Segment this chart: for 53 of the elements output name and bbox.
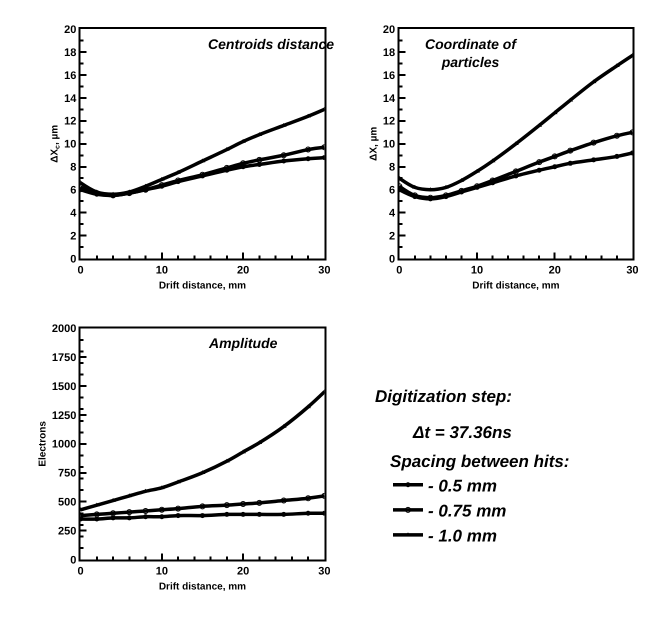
x-tick-label: 20 <box>236 264 250 277</box>
y-tick-label: 4 <box>70 207 78 220</box>
y-tick-label: 14 <box>64 92 78 105</box>
x-tick-label: 30 <box>318 264 330 277</box>
y-tick-label: 1500 <box>52 380 76 393</box>
text: Digitization step: <box>375 387 512 406</box>
y-tick-label: 2 <box>70 230 76 242</box>
x-tick-label: 30 <box>626 264 639 277</box>
y-axis-title: Electrons <box>37 420 48 467</box>
text: Coordinate of particles <box>425 36 518 70</box>
y-tick-label: 6 <box>389 184 396 197</box>
y-tick-label: 4 <box>389 207 396 220</box>
legend-label: - 1.0 mm <box>428 526 497 546</box>
x-axis-title: Drift distance, mm <box>158 280 246 292</box>
y-tick-label: 2 <box>389 230 396 242</box>
y-tick-label: 0 <box>70 253 76 266</box>
y-tick-label: 20 <box>64 24 76 36</box>
y-tick-label: 12 <box>382 116 396 128</box>
x-tick-label: 20 <box>236 566 250 578</box>
y-tick-label: 500 <box>58 496 76 509</box>
x-tick-label: 10 <box>156 264 168 277</box>
y-tick-label: 0 <box>70 554 76 566</box>
x-tick-label: 10 <box>156 566 168 578</box>
x-tick-label: 20 <box>548 264 561 277</box>
y-tick-label: 6 <box>70 184 76 197</box>
x-axis-title: Drift distance, mm <box>158 582 246 593</box>
text: Δt = 37.36ns <box>412 423 512 442</box>
y-tick-label: 1250 <box>52 410 76 422</box>
x-tick-label: 10 <box>470 264 484 277</box>
x-axis-title: Drift distance, mm <box>472 280 560 292</box>
y-tick-label: 12 <box>64 116 76 128</box>
y-tick-label: 1750 <box>52 352 76 364</box>
y-axis-title: ΔX, µm <box>368 126 380 161</box>
y-tick-label: 10 <box>382 138 396 151</box>
x-tick-label: 30 <box>318 566 330 578</box>
text: Amplitude <box>208 335 278 351</box>
y-tick-label: 1000 <box>52 438 76 451</box>
y-tick-label: 0 <box>389 253 396 266</box>
y-tick-label: 16 <box>382 70 396 82</box>
y-tick-label: 250 <box>58 525 76 538</box>
y-tick-label: 750 <box>58 468 76 480</box>
y-tick-label: 16 <box>64 70 76 82</box>
y-tick-label: 20 <box>382 24 396 36</box>
y-tick-label: 2000 <box>52 323 76 336</box>
legend-title: Spacing between hits: <box>390 452 570 472</box>
y-tick-label: 18 <box>382 46 396 59</box>
legend-label: - 0.75 mm <box>428 501 506 520</box>
y-tick-label: 8 <box>389 162 396 174</box>
y-tick-label: 10 <box>64 138 76 151</box>
y-tick-label: 14 <box>382 92 396 105</box>
y-tick-label: 18 <box>64 46 76 59</box>
legend-label: - 0.5 mm <box>428 476 497 496</box>
y-tick-label: 8 <box>70 162 76 174</box>
